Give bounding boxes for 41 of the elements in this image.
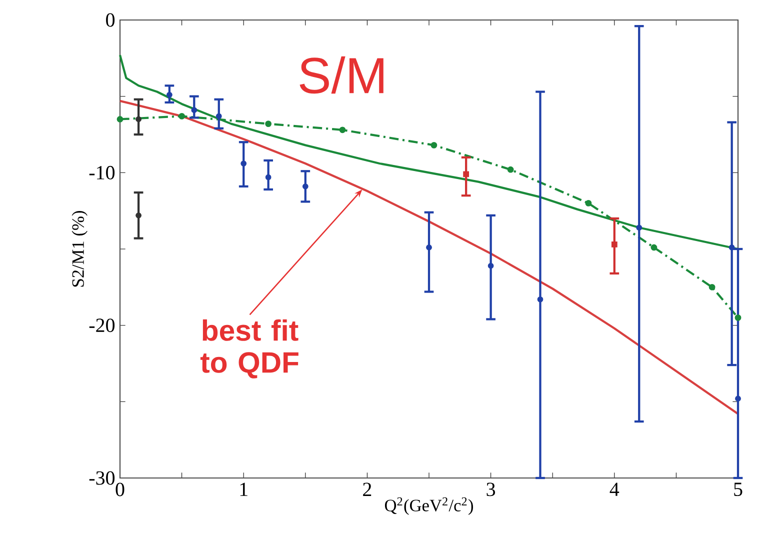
point (650, 244, 658, 251)
point (178, 112, 186, 120)
point (136, 212, 142, 218)
point (636, 224, 642, 231)
x-tick-label: 4 (610, 482, 620, 496)
annotation: S/M (300, 56, 384, 94)
point (507, 166, 514, 173)
point (166, 92, 172, 98)
y-tick-label: 0 (106, 13, 115, 27)
point (728, 244, 735, 250)
y-tick-label: -20 (89, 318, 115, 332)
point (116, 116, 124, 122)
point (537, 296, 544, 302)
point (136, 116, 142, 122)
y-axis-title: S2/M1 (%) (72, 211, 88, 287)
point (265, 120, 272, 128)
x-tick-label: 2 (363, 482, 372, 496)
x-tick-label: 5 (734, 482, 742, 496)
y-tick-label: -10 (89, 166, 115, 180)
point (265, 174, 272, 180)
point (585, 200, 592, 206)
line-series (118, 100, 740, 415)
point (708, 284, 716, 290)
y-tick-label: -30 (89, 471, 115, 485)
point (426, 244, 432, 250)
point (339, 126, 346, 134)
point (302, 183, 308, 190)
point (611, 241, 618, 248)
point (463, 171, 470, 178)
point (735, 396, 741, 402)
point (488, 262, 494, 269)
point (240, 160, 247, 166)
annotation: best fit to QDF (200, 319, 298, 378)
x-tick-label: 3 (486, 482, 496, 496)
x-tick-label: 0 (116, 482, 124, 496)
point (734, 314, 742, 321)
point (216, 113, 222, 120)
point (430, 142, 438, 148)
point (191, 107, 198, 114)
x-tick-label: 1 (240, 482, 248, 496)
x-axis-title: Q$^{2}$(GeV$^{2}$/c$^{2}$) (384, 497, 473, 515)
